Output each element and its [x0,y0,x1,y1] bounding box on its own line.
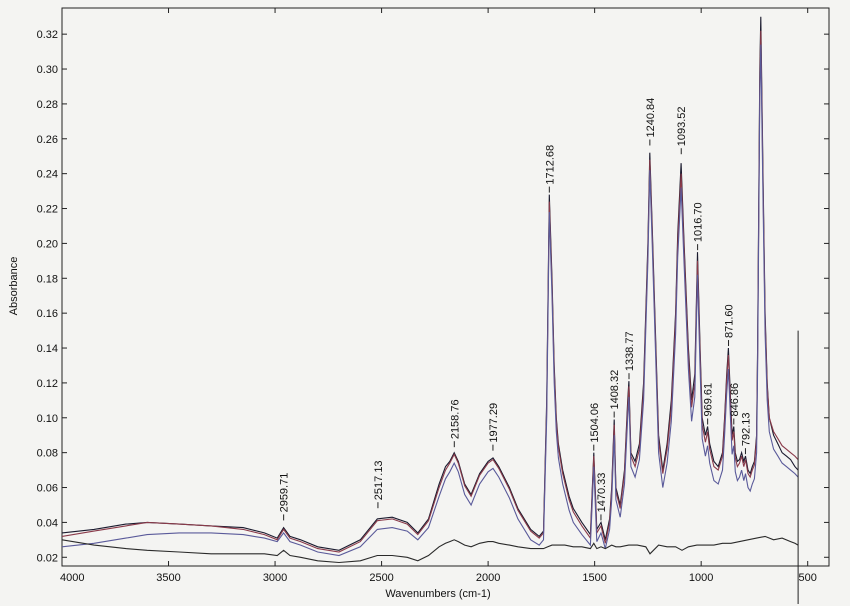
peak-label: 969.61 [703,383,715,417]
peak-label: 1093.52 [676,106,688,146]
peak-label: 871.60 [724,304,736,338]
chart-marks: 0.02 0.04 0.06 0.08 0.10 0.12 0.14 0.16 0.18 0.20… [37,7,830,604]
y-tick-label: 0.06 [37,483,58,495]
peak-label: 2959.71 [279,473,291,513]
y-tick-label: 0.12 [37,378,58,390]
y-tick-label: 0.24 [37,169,58,181]
peak-label: 846.86 [729,383,741,417]
y-tick-label: 0.22 [37,204,58,216]
x-axis-title: Wavenumbers (cm-1) [385,588,490,600]
x-tick-label: 1500 [582,572,606,584]
x-tick-label: 3500 [156,572,180,584]
y-tick-label: 0.18 [37,273,58,285]
y-tick-label: 0.26 [37,134,58,146]
x-tick-label: 3000 [263,572,287,584]
y-tick-label: 0.16 [37,308,58,320]
peak-label: 2158.76 [449,399,461,439]
x-tick-label: 2500 [369,572,393,584]
peak-label: 1338.77 [624,331,636,371]
x-tick-label: 4000 [60,572,84,584]
y-tick-label: 0.14 [37,343,58,355]
spectrum-series-3 [62,44,799,557]
spectrum-series-4 [62,535,799,564]
peak-label: 1470.33 [596,473,608,513]
y-tick-label: 0.02 [37,552,58,564]
y-axis-title: Absorbance [8,257,20,316]
peak-label: 792.13 [740,412,752,446]
y-tick-label: 0.32 [37,29,58,41]
y-tick-label: 0.28 [37,99,58,111]
peak-label: 1240.84 [645,98,657,138]
y-tick-label: 0.04 [37,517,58,529]
plot-frame [61,7,830,567]
peak-label: 1977.29 [488,403,500,443]
peak-label: 2517.13 [373,460,385,500]
peak-label: 1408.32 [609,370,621,410]
y-tick-label: 0.08 [37,448,58,460]
y-tick-label: 0.30 [37,64,58,76]
y-tick-label: 0.20 [37,238,58,250]
peak-label: 1504.06 [589,403,601,443]
y-tick-label: 0.10 [37,413,58,425]
x-tick-label: 500 [799,572,817,584]
x-tick-label: 1000 [689,572,713,584]
x-tick-label: 2000 [476,572,500,584]
peak-label: 1016.70 [693,202,705,242]
peak-label: 1712.68 [544,145,556,185]
